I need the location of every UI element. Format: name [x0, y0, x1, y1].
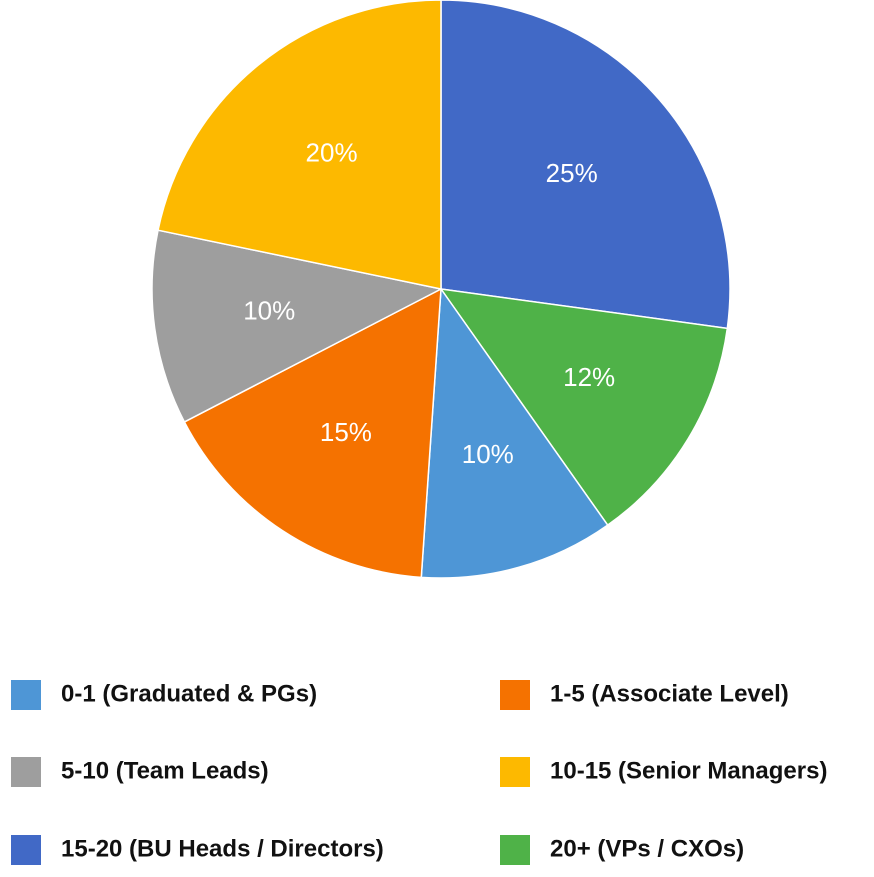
legend-label: 5-10 (Team Leads) [61, 757, 269, 784]
legend-label: 15-20 (BU Heads / Directors) [61, 835, 384, 862]
legend-swatch [500, 835, 530, 865]
value-label: 25% [546, 158, 598, 188]
value-label: 10% [243, 295, 295, 325]
pie-slice [439, 288, 729, 527]
legend-swatch [11, 757, 41, 787]
pie-slice [151, 229, 444, 423]
legend-swatch [11, 835, 41, 865]
legend-swatch [500, 757, 530, 787]
legend-swatch [500, 680, 530, 710]
value-label: 10% [462, 439, 514, 469]
legend-label: 20+ (VPs / CXOs) [550, 835, 744, 862]
pie-slice [157, 0, 442, 290]
value-label: 12% [563, 362, 615, 392]
pie-slice [440, 0, 731, 330]
legend-label: 0-1 (Graduated & PGs) [61, 680, 317, 707]
legend-label: 10-15 (Senior Managers) [550, 757, 827, 784]
value-label: 20% [306, 137, 358, 167]
value-label: 15% [320, 417, 372, 447]
pie-slice [420, 286, 609, 579]
pie-slice [183, 287, 442, 579]
legend-label: 1-5 (Associate Level) [550, 680, 789, 707]
legend-swatch [11, 680, 41, 710]
